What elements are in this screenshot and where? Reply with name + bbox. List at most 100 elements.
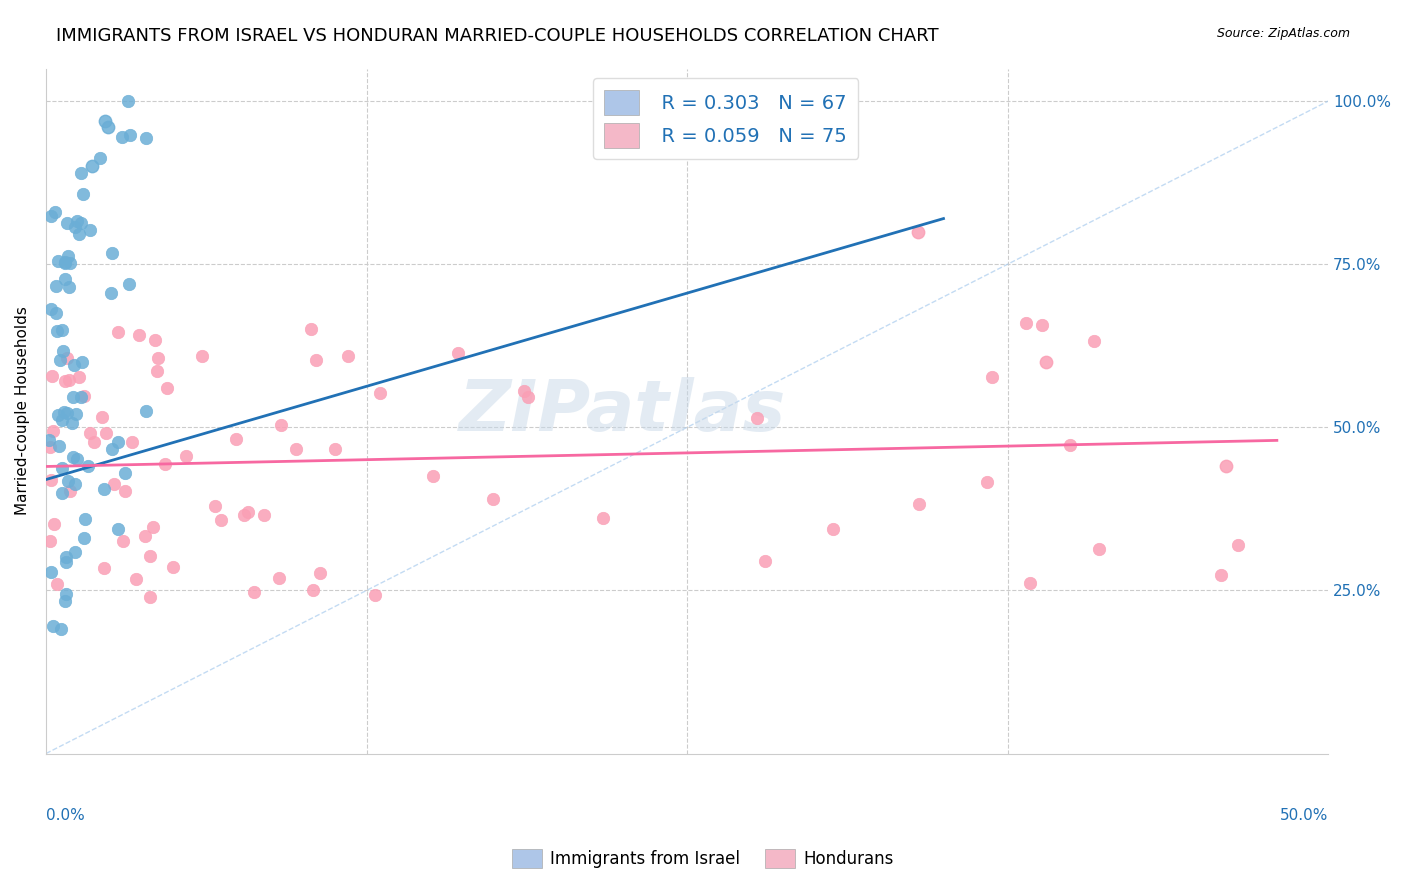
Point — [58, 373, 80, 387]
Point — [139, 549, 162, 563]
Point — [55, 587, 77, 601]
Point — [49, 353, 72, 368]
Point — [79, 223, 101, 237]
Point — [44, 516, 66, 531]
Legend:   R = 0.303   N = 67,   R = 0.059   N = 75: R = 0.303 N = 67, R = 0.059 N = 75 — [592, 78, 859, 160]
Point — [135, 404, 157, 418]
Point — [134, 529, 156, 543]
Point — [70, 354, 93, 368]
Point — [60, 417, 83, 431]
Point — [1083, 334, 1105, 349]
Point — [1031, 318, 1053, 332]
Point — [118, 128, 141, 142]
Point — [100, 285, 122, 300]
Point — [70, 165, 93, 179]
Point — [83, 435, 105, 450]
Point — [53, 594, 76, 608]
Point — [59, 483, 82, 498]
Point — [72, 531, 94, 545]
Point — [368, 386, 391, 401]
Point — [285, 442, 308, 456]
Point — [513, 384, 536, 398]
Point — [66, 452, 89, 467]
Point — [56, 351, 79, 366]
Point — [39, 566, 62, 580]
Point — [55, 555, 77, 569]
Point — [67, 227, 90, 241]
Point — [89, 151, 111, 165]
Point — [135, 131, 157, 145]
Point — [38, 433, 60, 447]
Point — [59, 256, 82, 270]
Point — [73, 512, 96, 526]
Point — [121, 435, 143, 450]
Point — [1035, 355, 1057, 369]
Point — [308, 566, 330, 581]
Point — [139, 591, 162, 605]
Point — [1059, 438, 1081, 452]
Point — [53, 255, 76, 269]
Point — [111, 130, 134, 145]
Point — [114, 483, 136, 498]
Text: IMMIGRANTS FROM ISRAEL VS HONDURAN MARRIED-COUPLE HOUSEHOLDS CORRELATION CHART: IMMIGRANTS FROM ISRAEL VS HONDURAN MARRI… — [56, 27, 939, 45]
Point — [93, 482, 115, 496]
Point — [39, 209, 62, 223]
Point — [267, 572, 290, 586]
Point — [45, 324, 67, 338]
Point — [96, 120, 118, 135]
Point — [592, 510, 614, 524]
Point — [363, 588, 385, 602]
Point — [225, 432, 247, 446]
Point — [48, 254, 70, 268]
Point — [153, 457, 176, 471]
Point — [209, 513, 232, 527]
Point — [238, 505, 260, 519]
Point — [72, 186, 94, 201]
Point — [63, 358, 86, 372]
Point — [62, 391, 84, 405]
Point — [1019, 575, 1042, 590]
Point — [53, 256, 76, 270]
Point — [62, 450, 84, 465]
Point — [51, 486, 73, 500]
Point — [114, 466, 136, 480]
Point — [190, 350, 212, 364]
Point — [55, 405, 77, 419]
Point — [981, 370, 1004, 384]
Point — [63, 545, 86, 559]
Point — [55, 374, 77, 388]
Point — [70, 390, 93, 404]
Text: 50.0%: 50.0% — [1279, 808, 1329, 823]
Point — [146, 364, 169, 378]
Point — [142, 520, 165, 534]
Point — [46, 408, 69, 422]
Point — [41, 368, 63, 383]
Point — [1215, 459, 1237, 474]
Point — [45, 306, 67, 320]
Point — [1227, 538, 1250, 552]
Point — [67, 370, 90, 384]
Point — [754, 554, 776, 568]
Point — [907, 225, 929, 239]
Point — [53, 405, 76, 419]
Point — [38, 533, 60, 548]
Point — [107, 435, 129, 450]
Text: ZIPatlas: ZIPatlas — [460, 376, 786, 445]
Point — [73, 389, 96, 403]
Point — [976, 475, 998, 489]
Point — [156, 381, 179, 395]
Point — [38, 440, 60, 454]
Point — [823, 522, 845, 536]
Point — [299, 322, 322, 336]
Point — [111, 533, 134, 548]
Point — [76, 458, 98, 473]
Point — [242, 585, 264, 599]
Point — [70, 216, 93, 230]
Point — [52, 344, 75, 359]
Point — [51, 413, 73, 427]
Point — [270, 418, 292, 433]
Point — [1014, 316, 1036, 330]
Point — [48, 439, 70, 453]
Point — [41, 473, 63, 487]
Point — [107, 325, 129, 339]
